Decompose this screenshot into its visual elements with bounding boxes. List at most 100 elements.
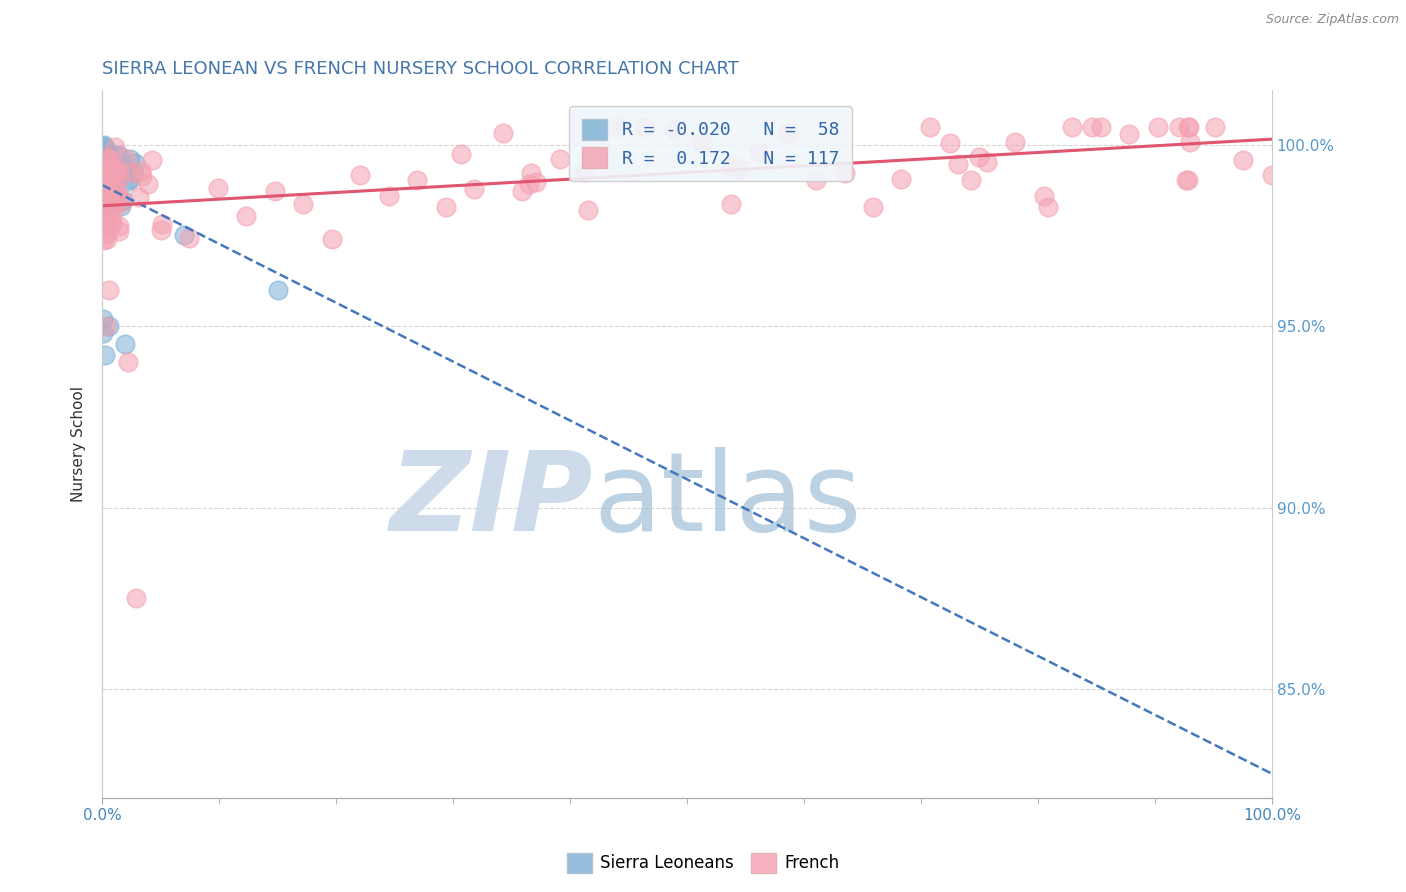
Point: [108, 148, 131, 162]
Point: [96, 176, 118, 190]
Point: [103, 174, 125, 188]
Point: [266, 283, 288, 297]
Point: [94, 152, 117, 166]
Point: [93, 182, 115, 196]
Point: [101, 217, 124, 231]
Point: [110, 199, 132, 213]
Point: [748, 145, 770, 159]
Point: [107, 190, 129, 204]
Point: [967, 150, 990, 164]
Point: [207, 181, 229, 195]
Point: [263, 184, 285, 198]
Y-axis label: Nursery School: Nursery School: [72, 386, 86, 502]
Point: [776, 126, 799, 140]
Point: [93, 175, 115, 189]
Point: [938, 136, 960, 150]
Point: [93, 188, 115, 202]
Point: [93, 160, 115, 174]
Point: [93, 185, 115, 199]
Point: [107, 172, 129, 186]
Point: [606, 120, 628, 134]
Point: [491, 126, 513, 140]
Point: [101, 161, 124, 175]
Point: [101, 202, 124, 216]
Legend: Sierra Leoneans, French: Sierra Leoneans, French: [560, 847, 846, 880]
Point: [101, 161, 124, 175]
Point: [948, 157, 970, 171]
Point: [1204, 120, 1226, 134]
Point: [1147, 120, 1170, 134]
Point: [94, 161, 117, 175]
Point: [104, 166, 127, 180]
Point: [91, 326, 114, 341]
Point: [96, 150, 118, 164]
Point: [103, 194, 125, 208]
Point: [122, 165, 145, 179]
Point: [128, 189, 150, 203]
Point: [101, 198, 124, 212]
Point: [1004, 135, 1026, 149]
Point: [94, 189, 117, 203]
Point: [520, 166, 543, 180]
Point: [321, 232, 343, 246]
Point: [1180, 136, 1202, 150]
Point: [107, 185, 129, 199]
Point: [976, 154, 998, 169]
Point: [548, 152, 571, 166]
Point: [804, 173, 827, 187]
Point: [179, 231, 201, 245]
Point: [94, 186, 117, 201]
Point: [1232, 153, 1254, 168]
Point: [524, 175, 547, 189]
Point: [100, 193, 122, 207]
Text: SIERRA LEONEAN VS FRENCH NURSERY SCHOOL CORRELATION CHART: SIERRA LEONEAN VS FRENCH NURSERY SCHOOL …: [103, 60, 740, 78]
Point: [93, 219, 115, 233]
Point: [115, 153, 138, 167]
Point: [862, 200, 884, 214]
Point: [1080, 120, 1102, 134]
Point: [124, 155, 146, 169]
Point: [720, 196, 742, 211]
Point: [91, 167, 114, 181]
Point: [105, 161, 128, 175]
Point: [93, 147, 115, 161]
Point: [93, 171, 115, 186]
Point: [93, 233, 115, 247]
Point: [1062, 120, 1084, 134]
Point: [1090, 120, 1112, 134]
Point: [91, 179, 114, 194]
Point: [118, 152, 141, 166]
Point: [91, 161, 114, 175]
Point: [960, 173, 983, 187]
Text: ZIP: ZIP: [389, 447, 593, 554]
Point: [96, 169, 118, 183]
Point: [93, 172, 115, 186]
Point: [720, 159, 742, 173]
Point: [97, 168, 120, 182]
Text: atlas: atlas: [593, 447, 862, 554]
Point: [292, 197, 315, 211]
Point: [96, 164, 118, 178]
Point: [94, 319, 117, 334]
Text: Source: ZipAtlas.com: Source: ZipAtlas.com: [1265, 13, 1399, 27]
Point: [97, 153, 120, 168]
Point: [91, 214, 114, 228]
Point: [100, 161, 122, 176]
Point: [96, 187, 118, 202]
Point: [94, 348, 117, 362]
Point: [108, 224, 131, 238]
Point: [105, 169, 128, 183]
Point: [1261, 168, 1284, 182]
Point: [94, 165, 117, 179]
Point: [97, 183, 120, 197]
Point: [662, 122, 685, 136]
Point: [120, 172, 142, 186]
Point: [101, 185, 124, 199]
Point: [93, 312, 115, 326]
Point: [141, 153, 163, 167]
Point: [91, 202, 114, 217]
Point: [728, 161, 751, 176]
Point: [834, 166, 856, 180]
Point: [98, 178, 121, 193]
Point: [1177, 120, 1199, 134]
